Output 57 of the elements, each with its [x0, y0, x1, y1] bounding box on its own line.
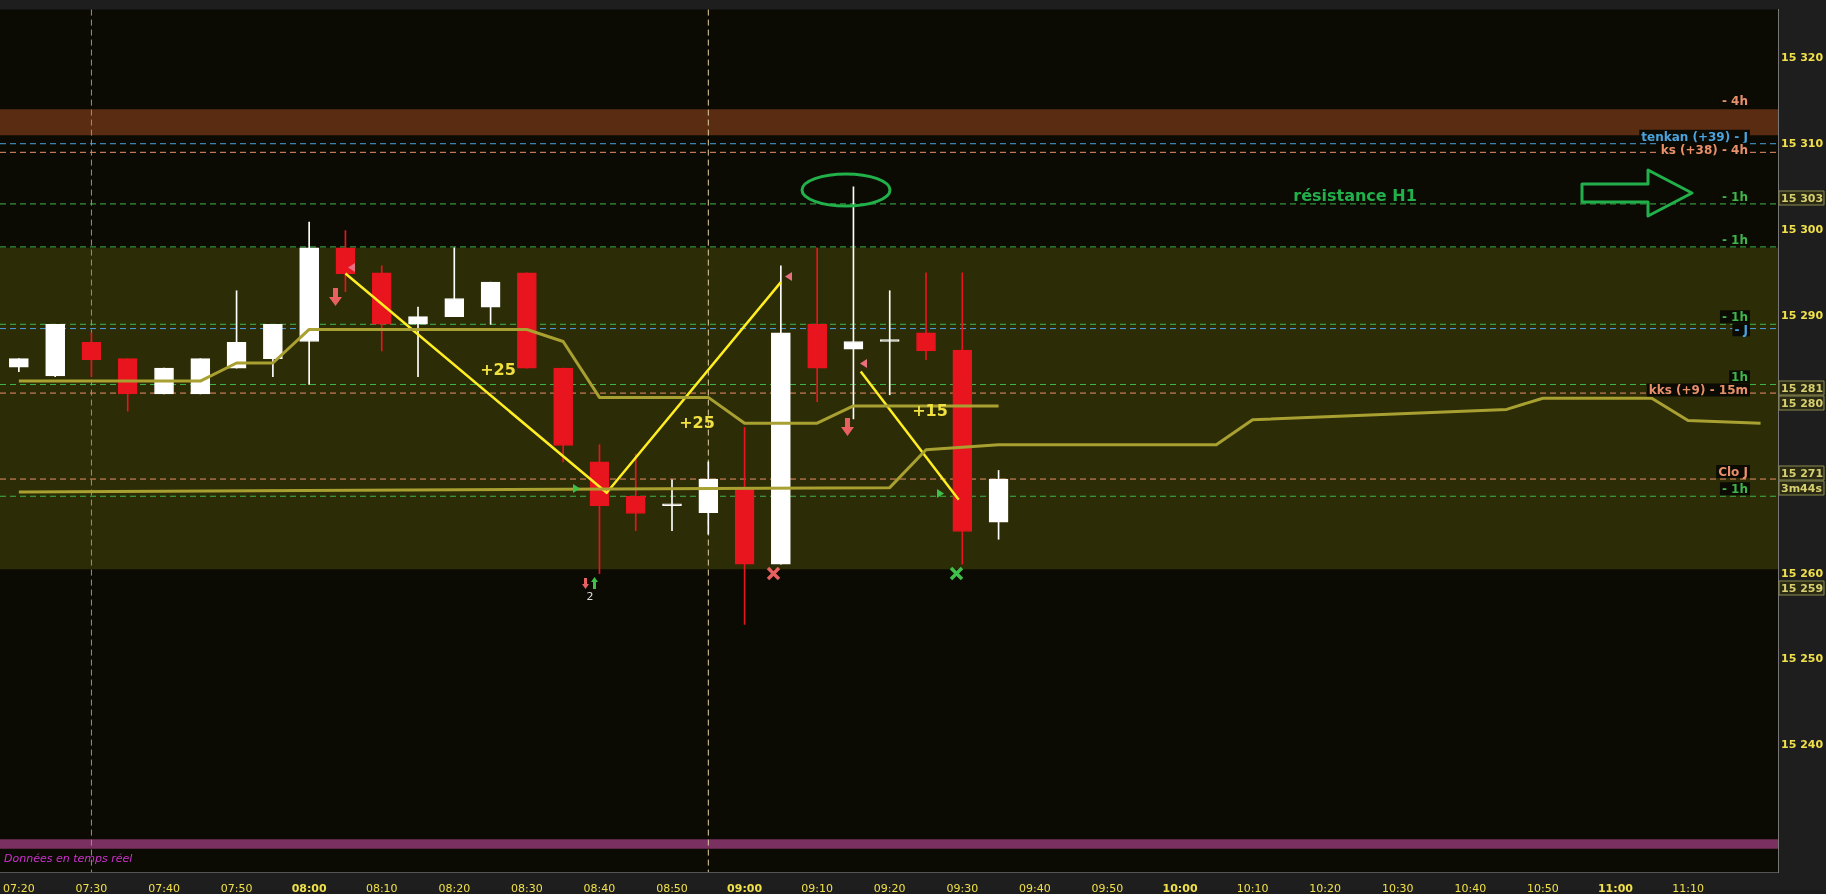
x-tick-label: 09:40	[1019, 882, 1051, 894]
annotation: résistance H1	[1293, 186, 1417, 206]
ref-line-label: ks (+38) - 4h	[1660, 142, 1748, 157]
x-tick-label: 07:40	[148, 882, 180, 894]
x-tick-label: 09:30	[946, 882, 979, 894]
y-tick-label: 15 300	[1781, 222, 1824, 236]
band-label: - 4h	[1721, 94, 1748, 109]
x-tick-label: 07:20	[3, 882, 35, 894]
text: 15 281	[1781, 381, 1824, 395]
annotation: Données en temps réel	[4, 852, 133, 865]
x-tick-label: 08:20	[438, 882, 471, 894]
x-tick-label: 09:00	[727, 882, 763, 894]
text: 15 271	[1781, 466, 1824, 480]
x-tick-label: 07:30	[75, 882, 108, 894]
ref-line-label: - J	[1734, 323, 1748, 338]
x-tick-label: 10:50	[1527, 882, 1559, 894]
annotation: +15	[912, 401, 948, 421]
candlestick	[662, 479, 682, 531]
x-tick-label: 08:00	[291, 882, 328, 894]
text: 15 303	[1781, 191, 1824, 205]
x-tick-label: 11:00	[1597, 882, 1634, 894]
x-tick-label: 08:50	[656, 882, 688, 894]
ref-line-label: 1h	[1731, 370, 1748, 385]
ref-line-label: Clo J	[1718, 465, 1748, 480]
x-tick-label: 09:50	[1091, 882, 1124, 894]
x-tick-label: 09:10	[801, 882, 834, 894]
x-tick-label: 11:10	[1672, 882, 1704, 894]
y-tick-label: 15 250	[1781, 652, 1824, 666]
y-tick-label: 15 320	[1781, 50, 1824, 64]
text: 3m44s	[1781, 481, 1823, 495]
ref-line-label: - 1h	[1721, 310, 1748, 325]
x-tick-label: 10:10	[1236, 882, 1269, 894]
x-tick-label: 08:30	[511, 882, 543, 894]
candlestick	[879, 290, 900, 396]
y-tick-label: 15 310	[1781, 136, 1824, 150]
y-tick-label: 15 260	[1781, 566, 1824, 580]
x-tick-label: 10:40	[1454, 882, 1487, 894]
ref-line-label: kks (+9) - 15m	[1648, 383, 1748, 398]
ref-line-label: - 1h	[1721, 189, 1748, 204]
y-tick-label: 15 240	[1781, 738, 1824, 752]
ref-line-label: - 1h	[1721, 482, 1748, 497]
annotation: +25	[679, 413, 715, 433]
x-tick-label: 10:30	[1381, 882, 1414, 894]
x-tick-label: 08:10	[365, 882, 398, 894]
text: 15 280	[1781, 396, 1824, 410]
x-tick-label: 09:20	[873, 882, 906, 894]
annotation: 2	[586, 589, 594, 603]
candlestick	[916, 272, 936, 360]
ref-line-label: - 1h	[1721, 232, 1748, 247]
x-tick-label: 10:00	[1162, 882, 1198, 894]
y-tick-label: 15 290	[1781, 308, 1824, 322]
annotation: +25	[480, 360, 516, 380]
text: 15 259	[1781, 581, 1824, 595]
candlestick	[408, 306, 428, 378]
x-tick-label: 10:20	[1309, 882, 1341, 894]
x-tick-label: 07:50	[220, 882, 253, 894]
x-tick-label: 08:40	[583, 882, 616, 894]
